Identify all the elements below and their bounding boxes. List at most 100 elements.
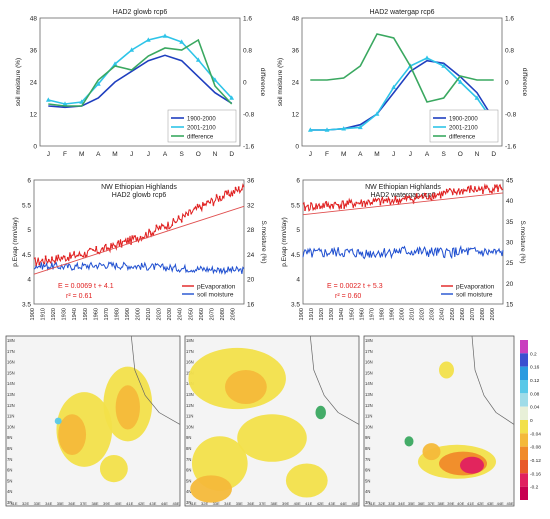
y-tick-label: 5 <box>27 227 31 234</box>
x-tick-label: O <box>458 151 463 158</box>
y2-tick-label: 15 <box>506 302 514 309</box>
x-tick-label: 1950 <box>349 308 355 320</box>
colorbar-tick-label: -0.12 <box>530 458 541 464</box>
regression-r2: r² = 0.61 <box>66 293 92 300</box>
colorbar-tick-label: -0.08 <box>530 445 541 451</box>
colorbar-bin <box>520 393 528 407</box>
x-tick-label: 2030 <box>167 308 173 320</box>
lon-tick-label: 41E <box>126 501 133 506</box>
data-point-marker <box>112 61 118 66</box>
legend-entry: 1900-2000 <box>187 116 216 122</box>
data-point-marker <box>195 57 201 62</box>
series-line-2001-2100 <box>310 57 495 131</box>
colorbar-tick-label: 0.12 <box>530 378 540 384</box>
y-tick-label: 4.5 <box>22 252 31 259</box>
y-tick-label: 5 <box>296 227 300 234</box>
legend-entry: soil moisture <box>197 291 234 298</box>
colorbar-tick-label: -0.2 <box>530 485 539 491</box>
data-point-marker <box>441 63 447 68</box>
colorbar-tick-label: 0.16 <box>530 365 540 371</box>
anomaly-region <box>315 405 326 420</box>
y-tick-label: 24 <box>292 80 300 87</box>
x-tick-label: 1930 <box>62 308 68 320</box>
chart-title: HAD2 watergap rcp6 <box>370 9 435 16</box>
lon-tick-label: 35E <box>408 501 415 506</box>
series-line-pEvaporation <box>302 183 504 212</box>
map-frame <box>363 335 515 507</box>
series-line-difference <box>310 33 494 103</box>
y2-axis-label: difference <box>259 68 266 97</box>
x-tick-label: 1920 <box>319 308 325 320</box>
lat-tick-label: 10N <box>7 424 15 429</box>
y2-tick-label: 0 <box>505 80 509 87</box>
lon-tick-label: 33E <box>34 501 41 506</box>
chart-subtitle: HAD2 watergap rcp6 <box>371 192 436 199</box>
lon-tick-label: 37E <box>259 501 266 506</box>
lat-tick-label: 9N <box>186 435 191 440</box>
lon-tick-label: 42E <box>317 501 324 506</box>
x-tick-label: 1910 <box>309 308 315 320</box>
x-tick-label: M <box>341 151 346 158</box>
data-point-marker <box>179 39 185 44</box>
y2-tick-label: 16 <box>247 302 255 309</box>
lat-tick-label: 8N <box>7 446 12 451</box>
x-tick-label: 2040 <box>178 308 184 320</box>
x-tick-label: 1970 <box>104 308 110 320</box>
lat-tick-label: 10N <box>365 424 373 429</box>
lat-tick-label: 18N <box>186 338 194 343</box>
x-tick-label: 2060 <box>199 308 205 320</box>
data-point-marker <box>95 81 101 86</box>
lat-tick-label: 17N <box>186 349 194 354</box>
data-point-marker <box>391 84 397 90</box>
legend-entry: 2001-2100 <box>449 125 478 131</box>
series-line-soil moisture <box>302 244 504 260</box>
lat-tick-label: 3N <box>186 500 191 505</box>
lat-tick-label: 4N <box>365 489 370 494</box>
x-tick-label: J <box>147 151 150 158</box>
lon-tick-label: 35E <box>57 501 64 506</box>
lon-tick-label: 40E <box>457 501 464 506</box>
anomaly-region <box>58 414 87 455</box>
legend-entry: 1900-2000 <box>449 116 478 122</box>
lat-tick-label: 5N <box>365 478 370 483</box>
panel-e-map: 3N 4N 5N 6N 7N 8N 9N 10N 11N 12N 13N 14N 15N 16N 17N 18… <box>5 335 181 507</box>
colorbar-tick-label: 0 <box>530 418 533 424</box>
anomaly-region <box>404 436 414 447</box>
x-tick-label: A <box>425 151 430 158</box>
y2-axis-label: S.moisture (%) <box>260 221 267 264</box>
lon-tick-label: 32E <box>201 501 208 506</box>
colorbar-tick-label: 0.08 <box>530 391 540 397</box>
regression-r2: r² = 0.60 <box>335 293 361 300</box>
lat-tick-label: 13N <box>365 392 373 397</box>
lon-tick-label: 39E <box>447 501 454 506</box>
lon-tick-label: 39E <box>103 501 110 506</box>
x-tick-label: 2000 <box>400 308 406 320</box>
chart-title: HAD2 glowb rcp6 <box>113 9 168 16</box>
y-tick-label: 12 <box>30 112 38 119</box>
x-tick-label: J <box>47 151 50 158</box>
y-tick-label: 5.5 <box>291 202 300 209</box>
anomaly-region <box>439 361 454 379</box>
plot-frame <box>302 179 504 305</box>
lat-tick-label: 6N <box>186 468 191 473</box>
data-point-marker <box>145 37 151 42</box>
lat-tick-label: 13N <box>186 392 194 397</box>
y2-tick-label: 35 <box>506 219 514 226</box>
x-tick-label: F <box>325 151 329 158</box>
colorbar-bin <box>520 366 528 380</box>
series-line-2001-2100 <box>48 35 233 105</box>
lon-tick-label: 45E <box>506 501 513 506</box>
x-tick-label: 2050 <box>188 308 194 320</box>
lon-tick-label: 32E <box>22 501 29 506</box>
anomaly-region <box>460 456 484 474</box>
anomaly-region <box>99 455 128 483</box>
x-tick-label: 1940 <box>339 308 345 320</box>
y-tick-label: 48 <box>292 16 300 23</box>
lon-tick-label: 38E <box>270 501 277 506</box>
x-tick-label: 1970 <box>369 308 375 320</box>
lat-tick-label: 11N <box>186 414 193 419</box>
colorbar-bin <box>520 353 528 367</box>
data-point-marker <box>129 47 135 52</box>
data-point-marker <box>62 101 68 106</box>
